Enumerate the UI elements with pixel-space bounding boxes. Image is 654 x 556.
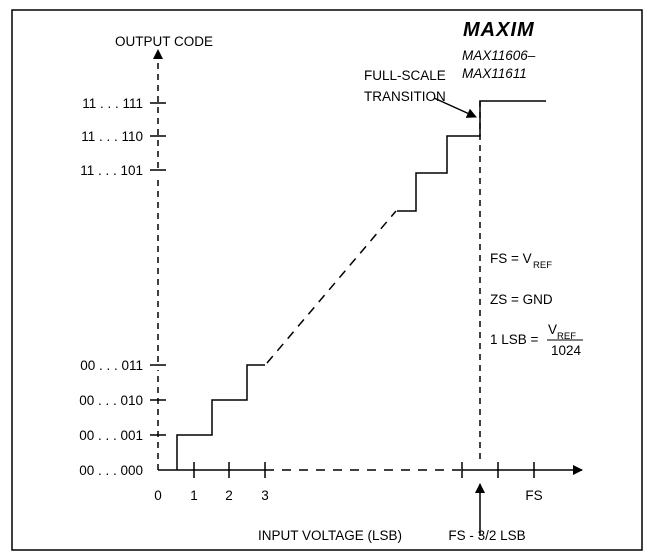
x-tick-label-2: 2 [225, 488, 233, 503]
x-tick-label-0: 0 [154, 488, 162, 503]
full-scale-label-line-2: TRANSITION [364, 89, 446, 104]
fs-minus-3-2-lsb-label: FS - 3/2 LSB [448, 528, 525, 543]
x-tick-label-1: 1 [190, 488, 198, 503]
code-label-00-000: 00 . . . 000 [79, 463, 143, 478]
staircase-lower [176, 364, 265, 470]
x-tick-label-fs: FS [525, 488, 542, 503]
code-label-00-001: 00 . . . 001 [79, 428, 143, 443]
code-label-11-101: 11 . . . 101 [80, 163, 143, 178]
code-label-00-011: 00 . . . 011 [80, 358, 143, 373]
staircase-upper [397, 100, 546, 212]
code-label-11-111: 11 . . . 111 [82, 96, 143, 111]
code-label-11-110: 11 . . . 110 [81, 129, 143, 144]
fs-equation-sub: REF [533, 260, 552, 271]
lsb-denominator: 1024 [551, 343, 582, 358]
fs-equation-lhs: FS = V [490, 251, 532, 266]
figure-frame [11, 9, 643, 551]
lsb-numerator-sub: REF [557, 331, 576, 342]
code-label-00-010: 00 . . . 010 [79, 393, 143, 408]
lsb-equation-lhs: 1 LSB = [490, 332, 539, 347]
maxim-logo: MAXIM [463, 19, 535, 41]
full-scale-pointer-arrow [433, 97, 477, 118]
fs-equation: FS = V REF [490, 251, 552, 271]
x-tick-label-3: 3 [261, 488, 269, 503]
zs-equation: ZS = GND [490, 292, 553, 307]
x-axis-label: INPUT VOLTAGE (LSB) [258, 528, 402, 543]
y-axis-ticks [150, 102, 166, 436]
part-number-line-1: MAX11606– [462, 48, 536, 63]
full-scale-label-line-1: FULL-SCALE [364, 68, 446, 83]
part-number-line-2: MAX11611 [462, 66, 527, 81]
lsb-numerator: V [548, 322, 557, 337]
x-axis-ticks [193, 462, 535, 478]
lsb-equation: 1 LSB = V REF 1024 [490, 322, 583, 358]
y-axis-label: OUTPUT CODE [115, 34, 213, 49]
staircase-dashed-middle [266, 210, 397, 364]
